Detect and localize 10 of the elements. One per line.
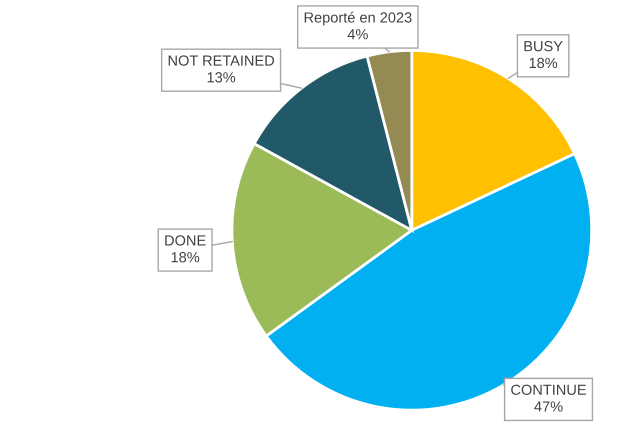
- slice-label: BUSY: [524, 40, 563, 52]
- data-label: 18%: [530, 58, 558, 68]
- slice-label: DONE: [165, 235, 206, 246]
- data-label: 47%: [534, 401, 563, 412]
- data-label: 13%: [208, 72, 236, 82]
- slice-label: CONTINUE: [511, 384, 586, 395]
- slice-label: NOT RETAINED: [168, 55, 274, 66]
- slice-label: Reporté en 2023: [304, 12, 412, 26]
- data-label: 18%: [172, 252, 200, 262]
- data-label: 4%: [348, 29, 368, 40]
